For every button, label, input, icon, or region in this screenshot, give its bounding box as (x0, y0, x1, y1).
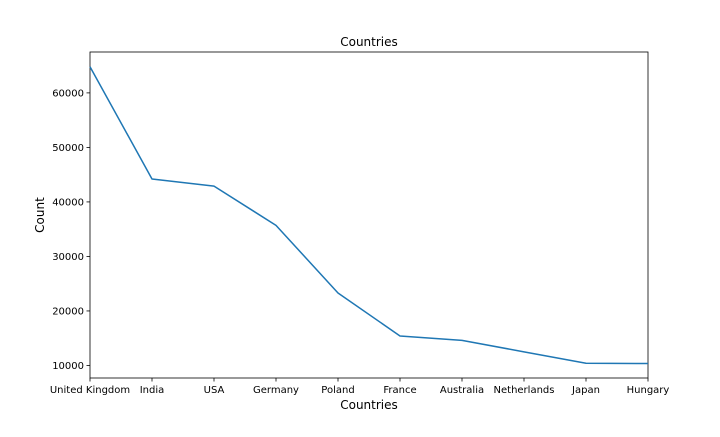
y-axis-label: Count (33, 197, 47, 233)
y-tick-label: 20000 (52, 306, 84, 317)
y-tick-label: 50000 (52, 143, 84, 154)
x-tick-label: Netherlands (494, 385, 555, 396)
chart-title: Countries (340, 35, 398, 49)
x-tick-label: Australia (440, 385, 484, 396)
x-tick-label: United Kingdom (50, 385, 130, 396)
x-tick-label: Japan (571, 385, 600, 396)
x-tick-label: Hungary (627, 385, 670, 396)
x-tick-label: France (383, 385, 416, 396)
y-tick-label: 40000 (52, 197, 84, 208)
y-tick-label: 60000 (52, 88, 84, 99)
y-tick-label: 30000 (52, 252, 84, 263)
series-line (89, 66, 649, 365)
x-tick-label: Poland (321, 385, 354, 396)
x-tick-label: Germany (253, 385, 299, 396)
y-tick-label: 10000 (52, 361, 84, 372)
series-group (89, 66, 649, 365)
x-axis-label: Countries (340, 398, 398, 412)
y-axis-ticks: 10000 20000 30000 40000 50000 60000 (52, 88, 90, 372)
x-tick-label: India (140, 385, 165, 396)
x-axis-ticks: United Kingdom India USA Germany Poland Franc… (50, 378, 670, 396)
x-tick-label: USA (204, 385, 225, 396)
plot-area-frame (89, 51, 649, 379)
